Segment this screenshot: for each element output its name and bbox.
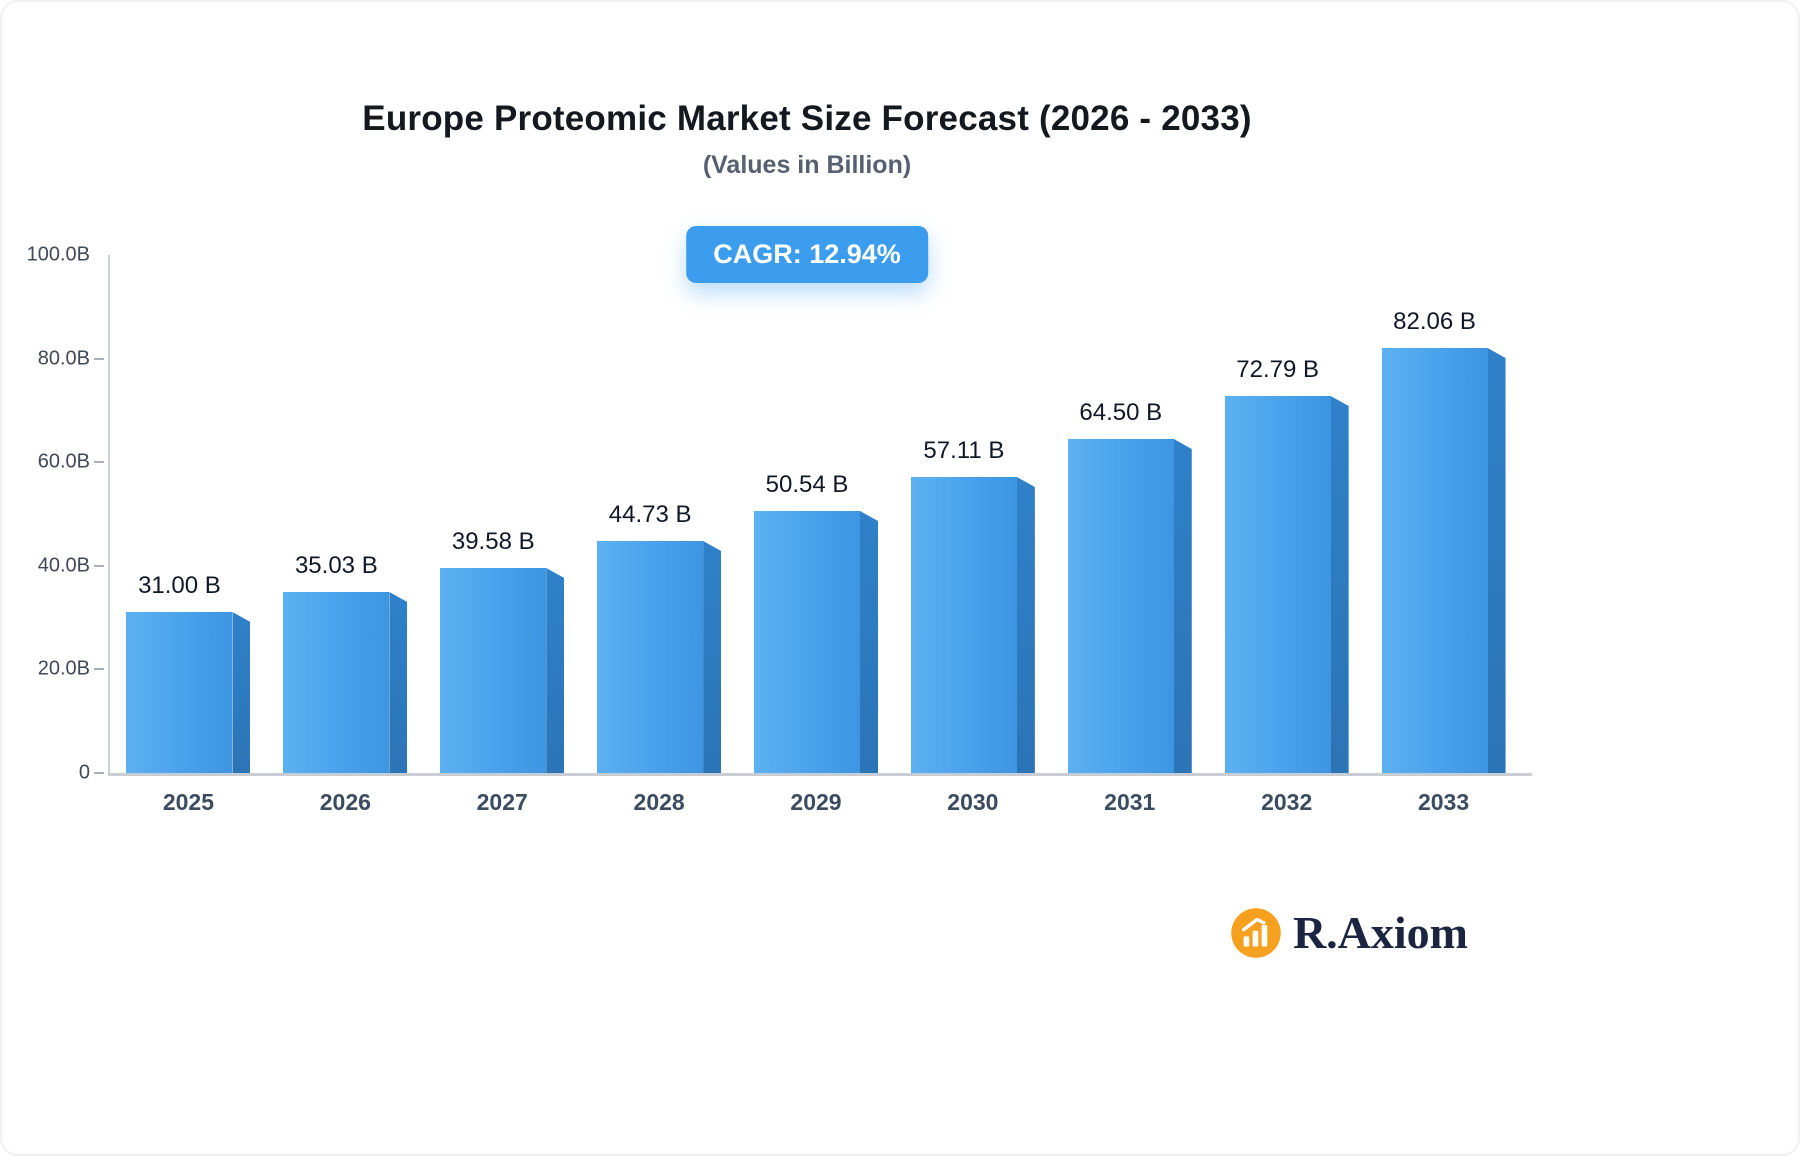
x-tick-label-2029: 2029 <box>790 789 842 815</box>
bar-2026[interactable]: 35.03 B <box>283 552 408 773</box>
x-tick-label-2025: 2025 <box>162 789 215 815</box>
bar-side <box>1330 396 1349 773</box>
bar-side <box>546 568 565 773</box>
y-tick-label-100: 100.0B <box>26 243 90 266</box>
y-tick-mark <box>94 564 104 567</box>
bar-value-label: 57.11 B <box>923 437 1005 464</box>
bars-layer: 31.00 B 35.03 B 39.58 B 44.73 B 50.54 B 57.11… <box>110 255 1522 773</box>
y-tick-label-20: 20.0B <box>37 657 90 680</box>
bar-2032[interactable]: 72.79 B <box>1224 356 1349 773</box>
chart-title: Europe Proteomic Market Size Forecast (2… <box>362 99 1252 138</box>
x-tick-label-2032: 2032 <box>1261 789 1313 815</box>
bar-value-label: 64.50 B <box>1079 399 1163 426</box>
y-tick-mark <box>94 772 104 774</box>
bar-side <box>1173 439 1192 773</box>
logo[interactable]: R.Axiom <box>1229 906 1468 960</box>
y-tick-mark <box>94 357 104 360</box>
bar-value-label: 35.03 B <box>294 552 378 579</box>
bar-front <box>910 477 1017 773</box>
bar-side <box>860 511 878 773</box>
bar-front <box>283 592 390 773</box>
plot-area: 31.00 B 35.03 B 39.58 B 44.73 B 50.54 B 57.11… <box>27 244 1532 815</box>
y-tick-mark <box>94 461 104 464</box>
chart-subtitle: (Values in Billion) <box>702 151 912 179</box>
y-axis-line <box>108 255 110 773</box>
bar-side <box>389 592 408 773</box>
bar-2027[interactable]: 39.58 B <box>440 528 565 773</box>
bar-front <box>754 511 860 773</box>
bar-2033[interactable]: 82.06 B <box>1381 308 1506 773</box>
bar-side <box>1487 348 1506 773</box>
bar-value-label: 82.06 B <box>1393 308 1476 335</box>
y-tick-mark <box>94 668 104 671</box>
bar-side <box>232 612 251 773</box>
bar-value-label: 39.58 B <box>451 528 535 555</box>
bar-value-label: 31.00 B <box>138 572 221 599</box>
bar-front <box>1224 396 1331 773</box>
cagr-badge-label: CAGR: 12.94% <box>713 239 901 269</box>
bar-value-label: 72.79 B <box>1236 356 1320 383</box>
y-tick-label-0: 0 <box>78 761 90 784</box>
bar-side <box>1016 477 1035 773</box>
x-axis-line <box>108 773 1532 776</box>
bar-front <box>597 541 704 773</box>
bar-2028[interactable]: 44.73 B <box>597 501 722 773</box>
x-tick-label-2030: 2030 <box>947 789 999 815</box>
bar-2029[interactable]: 50.54 B <box>754 471 878 773</box>
bar-front <box>1381 348 1488 773</box>
logo-icon <box>1231 908 1281 958</box>
x-tick-label-2031: 2031 <box>1104 789 1156 815</box>
bar-value-label: 50.54 B <box>765 471 849 498</box>
y-tick-label-60: 60.0B <box>37 450 90 473</box>
y-tick-label-80: 80.0B <box>37 347 90 370</box>
x-tick-label-2026: 2026 <box>319 789 371 815</box>
bar-front <box>1067 439 1174 773</box>
bar-value-label: 44.73 B <box>608 501 692 528</box>
cagr-badge: CAGR: 12.94% <box>686 226 928 283</box>
bar-side <box>703 541 722 773</box>
bar-2031[interactable]: 64.50 B <box>1067 399 1192 773</box>
x-tick-label-2027: 2027 <box>476 789 528 815</box>
bar-2025[interactable]: 31.00 B <box>126 572 251 773</box>
x-tick-label-2028: 2028 <box>633 789 685 815</box>
bar-2030[interactable]: 57.11 B <box>910 437 1035 773</box>
x-tick-label-2033: 2033 <box>1417 789 1470 815</box>
bar-front <box>126 612 233 773</box>
y-tick-label-40: 40.0B <box>37 554 90 577</box>
bar-front <box>440 568 547 773</box>
logo-text: R.Axiom <box>1292 907 1468 958</box>
